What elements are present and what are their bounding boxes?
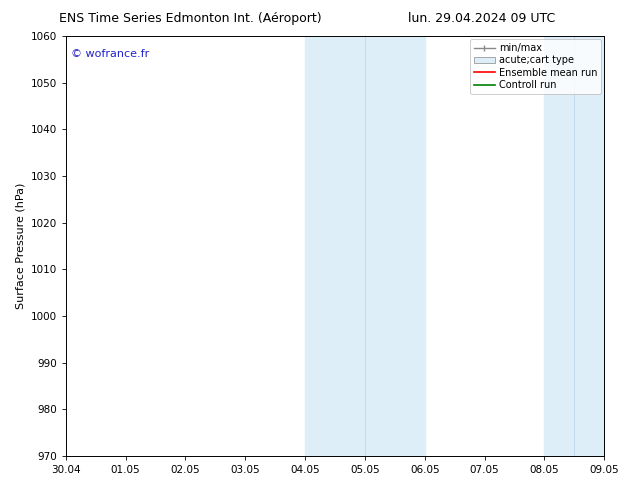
Bar (545, 36, 604, 456)
Text: ENS Time Series Edmonton Int. (Aéroport): ENS Time Series Edmonton Int. (Aéroport) (59, 12, 321, 25)
Text: © wofrance.fr: © wofrance.fr (71, 49, 150, 59)
Bar (305, 36, 425, 456)
Y-axis label: Surface Pressure (hPa): Surface Pressure (hPa) (15, 183, 25, 309)
Legend: min/max, acute;cart type, Ensemble mean run, Controll run: min/max, acute;cart type, Ensemble mean … (470, 39, 601, 94)
Text: lun. 29.04.2024 09 UTC: lun. 29.04.2024 09 UTC (408, 12, 555, 25)
